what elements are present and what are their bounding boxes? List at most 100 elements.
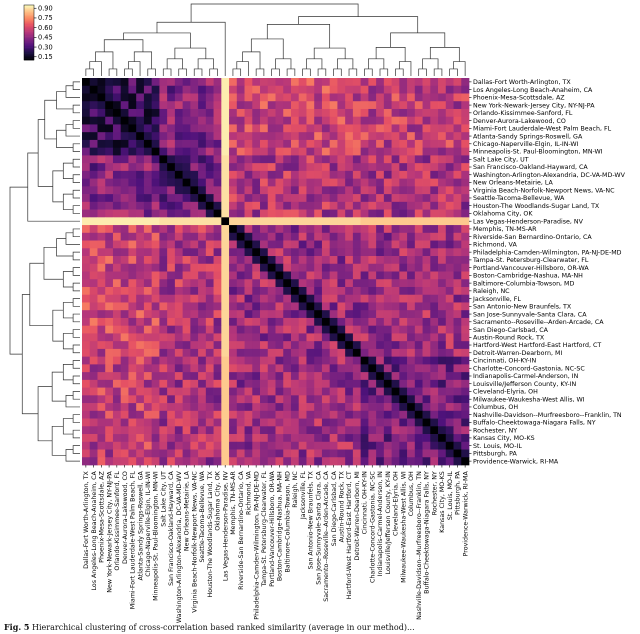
heatmap-cell	[260, 441, 269, 450]
heatmap-cell	[252, 170, 261, 179]
heatmap-cell	[267, 279, 276, 288]
heatmap-cell	[82, 325, 91, 334]
heatmap-cell	[391, 403, 400, 412]
heatmap-cell	[205, 116, 214, 125]
heatmap-cell	[198, 263, 207, 272]
heatmap-cell	[252, 403, 261, 412]
heatmap-cell	[89, 372, 98, 381]
heatmap-cell	[252, 372, 261, 381]
heatmap-cell	[182, 333, 191, 342]
heatmap-cell	[383, 217, 392, 226]
heatmap-cell	[445, 139, 454, 149]
heatmap-cell	[321, 333, 331, 342]
heatmap-cell	[275, 209, 284, 218]
heatmap-cell	[407, 271, 416, 280]
heatmap-cell	[383, 348, 392, 357]
heatmap-cell	[229, 333, 238, 342]
heatmap-cell	[143, 317, 153, 327]
heatmap-cell	[229, 201, 238, 210]
heatmap-cell	[461, 457, 470, 466]
heatmap-cell	[298, 294, 307, 303]
heatmap-cell	[407, 457, 416, 466]
heatmap-cell	[414, 449, 423, 458]
heatmap-cell	[368, 372, 377, 381]
heatmap-cell	[321, 93, 331, 102]
heatmap-cell	[422, 286, 431, 296]
heatmap-cell	[167, 302, 176, 311]
heatmap-cell	[174, 271, 183, 280]
heatmap-cell	[244, 93, 253, 102]
heatmap-cell	[260, 78, 269, 87]
heatmap-cell	[120, 225, 129, 234]
heatmap-cell	[306, 78, 315, 87]
heatmap-cell	[190, 201, 199, 210]
heatmap-cell	[128, 348, 137, 357]
heatmap-cell	[244, 364, 253, 373]
heatmap-cell	[244, 139, 253, 149]
heatmap-cell	[298, 147, 307, 156]
heatmap-cell	[105, 387, 114, 396]
heatmap-cell	[167, 294, 176, 303]
heatmap-cell	[136, 325, 145, 334]
heatmap-cell	[345, 333, 354, 342]
heatmap-cell	[213, 178, 222, 187]
heatmap-cell	[306, 325, 315, 334]
heatmap-cell	[82, 163, 91, 172]
heatmap-cell	[414, 139, 423, 149]
heatmap-cell	[453, 186, 462, 195]
heatmap-cell	[105, 101, 114, 110]
heatmap-cell	[391, 441, 400, 450]
heatmap-cell	[105, 186, 114, 195]
heatmap-cell	[407, 78, 416, 87]
heatmap-cell	[229, 163, 238, 172]
heatmap-cell	[414, 85, 423, 94]
row-label: Minneapolis-St. Paul-Bloomington, MN-WI	[473, 149, 603, 156]
heatmap-cell	[159, 372, 168, 381]
heatmap-cell	[422, 418, 431, 427]
heatmap-cell	[337, 178, 346, 187]
heatmap-cell	[167, 403, 176, 412]
heatmap-cell	[360, 248, 369, 257]
heatmap-cell	[283, 217, 292, 226]
heatmap-cell	[345, 163, 354, 172]
heatmap-cell	[260, 248, 269, 257]
heatmap-cell	[321, 101, 331, 110]
heatmap-cell	[159, 364, 168, 373]
heatmap-cell	[244, 170, 253, 179]
heatmap-cell	[89, 341, 98, 350]
heatmap-cell	[105, 93, 114, 102]
heatmap-cell	[221, 78, 230, 87]
heatmap-cell	[236, 194, 245, 203]
heatmap-cell	[136, 201, 145, 210]
heatmap-cell	[345, 263, 354, 272]
heatmap-cell	[314, 85, 323, 94]
heatmap-cell	[352, 426, 361, 435]
heatmap-cell	[190, 155, 199, 164]
heatmap-cell	[368, 124, 377, 133]
heatmap-cell	[283, 108, 292, 118]
heatmap-cell	[252, 209, 261, 218]
heatmap-cell	[376, 124, 385, 133]
heatmap-cell	[391, 194, 400, 203]
heatmap-cell	[360, 108, 369, 118]
row-label: Salt Lake City, UT	[473, 156, 529, 163]
heatmap-cell	[283, 333, 292, 342]
heatmap-cell	[97, 155, 106, 164]
heatmap-cell	[368, 240, 377, 249]
heatmap-cell	[190, 395, 199, 404]
heatmap-cell	[329, 356, 338, 365]
dendrogram-link	[174, 47, 207, 59]
heatmap-cell	[244, 209, 253, 218]
heatmap-cell	[244, 348, 253, 357]
heatmap-cell	[260, 341, 269, 350]
heatmap-cell	[438, 248, 447, 257]
heatmap-cell	[267, 225, 276, 234]
colorbar-segment	[24, 25, 34, 28]
heatmap-cell	[337, 279, 346, 288]
heatmap-cell	[298, 209, 307, 218]
heatmap-cell	[438, 116, 447, 125]
dendrogram-link	[133, 51, 153, 69]
heatmap-cell	[236, 325, 245, 334]
heatmap-cell	[306, 441, 315, 450]
heatmap-cell	[151, 85, 160, 94]
